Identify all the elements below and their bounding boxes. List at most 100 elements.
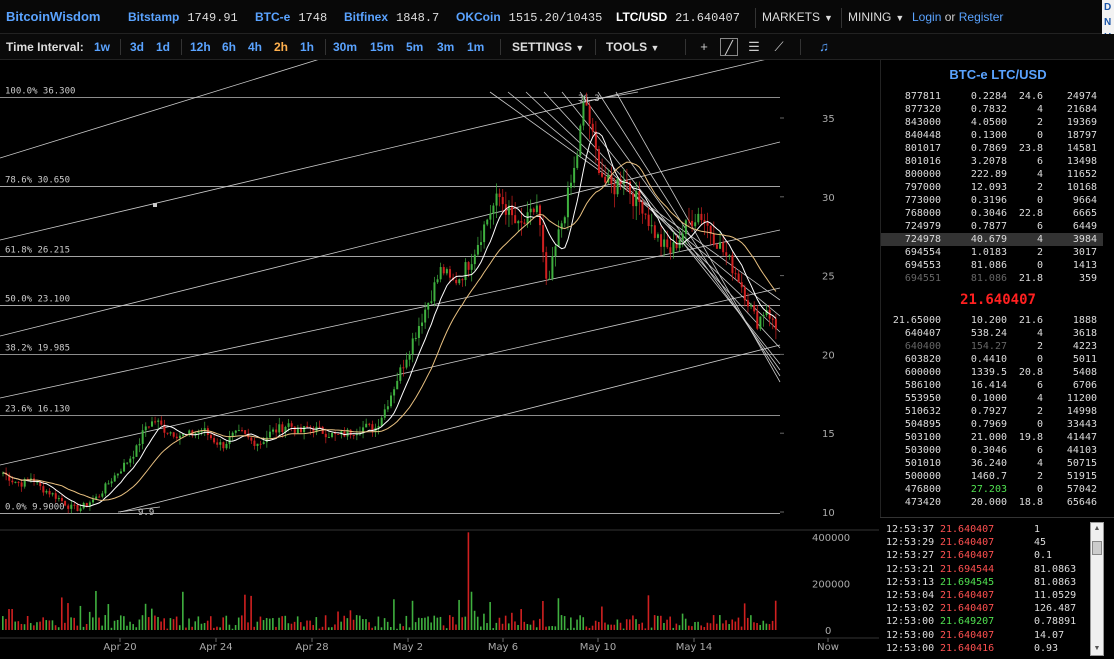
scroll-thumb[interactable] bbox=[1092, 541, 1102, 555]
interval-1h[interactable]: 1h bbox=[300, 40, 315, 54]
scroll-down-icon[interactable]: ▼ bbox=[1093, 645, 1101, 652]
interval-1w[interactable]: 1w bbox=[94, 40, 111, 54]
interval-6h[interactable]: 6h bbox=[222, 40, 237, 54]
mining-menu[interactable]: MINING ▼ bbox=[841, 8, 910, 28]
ask-row[interactable]: 694551 81.086 21.8 359 bbox=[881, 272, 1103, 285]
price-chart[interactable]: 100.0% 36.300 78.6% 30.650 61.8% 26.215 50.… bbox=[0, 60, 879, 659]
ticker-btce[interactable]: BTC-e 1748 bbox=[255, 10, 327, 25]
ticker-ltcusd[interactable]: LTC/USD 21.640407 bbox=[616, 10, 740, 25]
volume-bar bbox=[715, 623, 718, 630]
ticker-bitfinex[interactable]: Bitfinex 1848.7 bbox=[344, 10, 439, 25]
trade-scrollbar[interactable]: ▲ ▼ bbox=[1090, 522, 1104, 656]
bid-row[interactable]: 600000 1339.5 20.8 5408 bbox=[881, 366, 1103, 379]
interval-4h[interactable]: 4h bbox=[248, 40, 263, 54]
volume-bar bbox=[399, 623, 401, 630]
ticker-bitstamp[interactable]: Bitstamp 1749.91 bbox=[128, 10, 238, 25]
volume-bar bbox=[694, 622, 696, 630]
bid-row[interactable]: 473420 20.000 18.8 65646 bbox=[881, 496, 1103, 509]
volume-bar bbox=[467, 532, 470, 630]
interval-12h[interactable]: 12h bbox=[190, 40, 211, 54]
trade-row: 12:53:21 21.694544 81.0863 bbox=[886, 563, 1090, 576]
volume-bar bbox=[362, 619, 364, 630]
candle-body bbox=[256, 443, 259, 446]
volume-bar bbox=[538, 618, 541, 630]
bid-row[interactable]: 501010 36.240 4 50715 bbox=[881, 457, 1103, 470]
volume-bar bbox=[635, 619, 637, 630]
ask-row[interactable]: 694554 1.0183 2 3017 bbox=[881, 246, 1103, 259]
fib-fan-icon[interactable]: ⟋ bbox=[774, 39, 784, 54]
divider bbox=[595, 39, 596, 55]
order-cell: 503100 bbox=[904, 432, 941, 443]
horizontal-lines-icon[interactable]: ☰ bbox=[748, 39, 760, 54]
ask-row[interactable]: 801016 3.2078 6 13498 bbox=[881, 155, 1103, 168]
interval-15m[interactable]: 15m bbox=[370, 40, 395, 54]
date-tick-label: Apr 20 bbox=[103, 642, 136, 653]
bell-icon[interactable]: ♫ bbox=[819, 39, 829, 54]
register-link[interactable]: Register bbox=[958, 10, 1004, 24]
bid-row[interactable]: 586100 16.414 6 6706 bbox=[881, 379, 1103, 392]
ask-row[interactable]: 724979 0.7877 6 6449 bbox=[881, 220, 1103, 233]
interval-5m[interactable]: 5m bbox=[406, 40, 424, 54]
scroll-up-icon[interactable]: ▲ bbox=[1093, 525, 1101, 532]
ticker-price: 1749.91 bbox=[187, 11, 238, 25]
candle-body bbox=[731, 255, 734, 274]
trendline-icon[interactable]: ╱ bbox=[720, 38, 738, 56]
order-cell: 0.2284 bbox=[970, 91, 1007, 102]
volume-bar bbox=[73, 617, 75, 630]
order-cell: 2 bbox=[1036, 471, 1043, 482]
interval-3m[interactable]: 3m bbox=[437, 40, 455, 54]
date-axis: Apr 20 Apr 24 Apr 28 May 2 May 6 May 10 May 14… bbox=[0, 637, 879, 653]
trade-time: 12:53:00 bbox=[886, 642, 935, 654]
settings-menu[interactable]: SETTINGS ▼ bbox=[512, 40, 584, 54]
candle-body bbox=[694, 222, 697, 227]
interval-3d[interactable]: 3d bbox=[130, 40, 145, 54]
tools-menu[interactable]: TOOLS ▼ bbox=[606, 40, 659, 54]
bid-row[interactable]: 510632 0.7927 2 14998 bbox=[881, 405, 1103, 418]
volume-bar bbox=[641, 622, 644, 630]
bid-row[interactable]: 504895 0.7969 0 33443 bbox=[881, 418, 1103, 431]
ask-row[interactable]: 840448 0.1300 0 18797 bbox=[881, 129, 1103, 142]
candle-body bbox=[722, 242, 725, 253]
candle-body bbox=[324, 433, 327, 438]
bid-row[interactable]: 21.65000 10.200 21.6 1888 bbox=[881, 314, 1103, 327]
candle-body bbox=[706, 222, 709, 226]
bid-row[interactable]: 476800 27.203 0 57042 bbox=[881, 483, 1103, 496]
volume-bar bbox=[433, 615, 436, 630]
ask-row[interactable]: 694553 81.086 0 1413 bbox=[881, 259, 1103, 272]
ask-row[interactable]: 801017 0.7869 23.8 14581 bbox=[881, 142, 1103, 155]
interval-1d[interactable]: 1d bbox=[156, 40, 171, 54]
bid-row[interactable]: 503100 21.000 19.8 41447 bbox=[881, 431, 1103, 444]
ask-row[interactable]: 768000 0.3046 22.8 6665 bbox=[881, 207, 1103, 220]
ask-row[interactable]: 797000 12.093 2 10168 bbox=[881, 181, 1103, 194]
volume-bar bbox=[147, 617, 150, 630]
bid-row[interactable]: 640400 154.27 2 4223 bbox=[881, 340, 1103, 353]
interval-30m[interactable]: 30m bbox=[333, 40, 358, 54]
bid-row[interactable]: 553950 0.1000 4 11200 bbox=[881, 392, 1103, 405]
ask-row[interactable]: 724978 40.679 4 3984 bbox=[881, 233, 1103, 246]
interval-2h[interactable]: 2h bbox=[274, 40, 289, 54]
ticker-okcoin[interactable]: OKCoin 1515.20/10435 bbox=[456, 10, 602, 25]
site-logo[interactable]: BitcoinWisdom bbox=[6, 9, 101, 24]
trade-amount: 11.0529 bbox=[1034, 590, 1077, 601]
ask-row[interactable]: 773000 0.3196 0 9664 bbox=[881, 194, 1103, 207]
candle-body bbox=[476, 244, 479, 255]
interval-1m[interactable]: 1m bbox=[467, 40, 485, 54]
candles bbox=[2, 92, 777, 514]
ask-row[interactable]: 800000 222.89 4 11652 bbox=[881, 168, 1103, 181]
markets-menu[interactable]: MARKETS ▼ bbox=[755, 8, 839, 28]
bid-row[interactable]: 603820 0.4410 0 5011 bbox=[881, 353, 1103, 366]
ask-row[interactable]: 877811 0.2284 24.6 24974 bbox=[881, 90, 1103, 103]
login-link[interactable]: Login bbox=[912, 10, 942, 24]
ask-row[interactable]: 843000 4.0500 2 19369 bbox=[881, 116, 1103, 129]
ask-row[interactable]: 877320 0.7832 4 21684 bbox=[881, 103, 1103, 116]
crosshair-icon[interactable]: + bbox=[700, 39, 708, 54]
volume-bar bbox=[138, 619, 141, 630]
bid-row[interactable]: 640407 538.24 4 3618 bbox=[881, 327, 1103, 340]
volume-bar bbox=[203, 622, 206, 630]
bid-row[interactable]: 503000 0.3046 6 44103 bbox=[881, 444, 1103, 457]
candle-body bbox=[380, 417, 383, 427]
volume-bar bbox=[178, 625, 181, 630]
bid-row[interactable]: 500000 1460.7 2 51915 bbox=[881, 470, 1103, 483]
chart-canvas[interactable]: 100.0% 36.300 78.6% 30.650 61.8% 26.215 50.… bbox=[0, 60, 879, 659]
volume-bar bbox=[765, 623, 768, 630]
